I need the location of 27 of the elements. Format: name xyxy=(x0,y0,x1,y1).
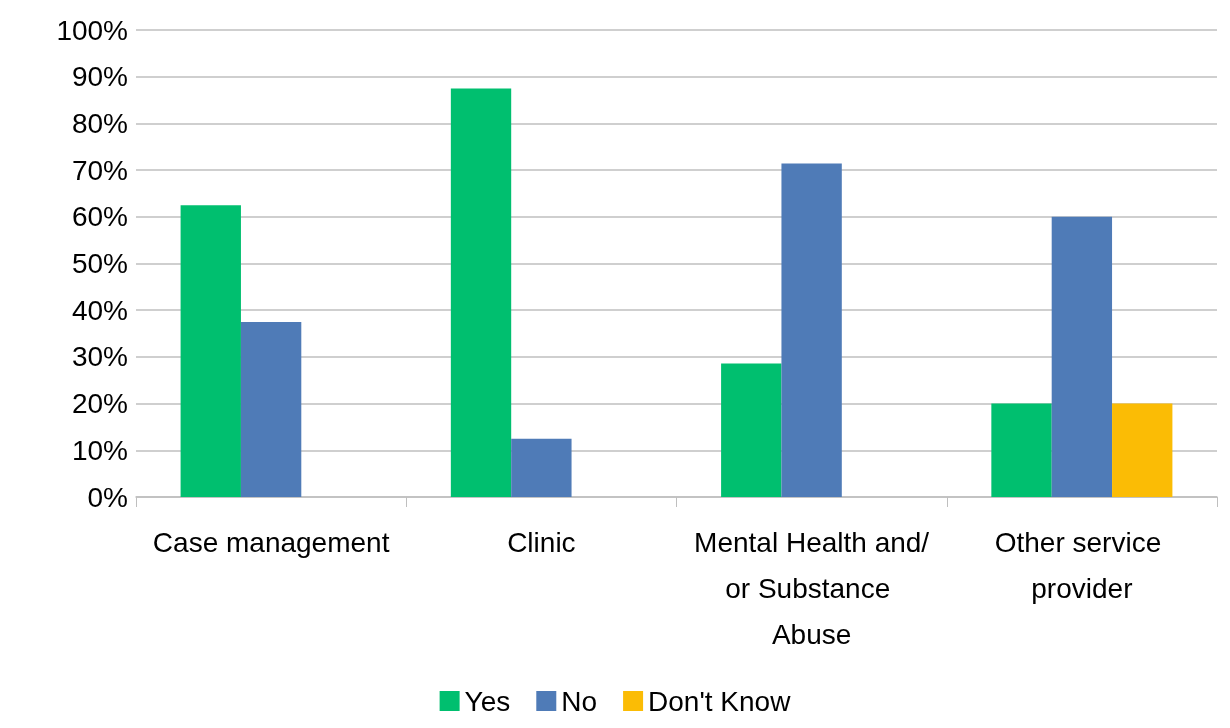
y-tick-label: 90% xyxy=(71,61,128,93)
y-tick-label: 80% xyxy=(71,107,128,139)
x-tick-label: Case management xyxy=(152,526,390,558)
bar xyxy=(450,88,512,497)
x-tick-label: Mental Health and/or Substance Abuse xyxy=(694,526,930,650)
y-tick-label: 40% xyxy=(71,294,128,326)
y-tick-label: 0% xyxy=(87,481,128,513)
y-tick-label: 70% xyxy=(71,154,128,186)
y-tick-label: 100% xyxy=(56,14,128,46)
bar xyxy=(1051,216,1113,497)
y-tick-label: 50% xyxy=(71,248,128,279)
bar xyxy=(1112,403,1173,497)
bar xyxy=(180,205,241,497)
y-tick-label: 20% xyxy=(71,388,128,420)
legend-label: Don't Know xyxy=(648,685,792,717)
legend-label: Yes xyxy=(464,685,511,717)
legend-label: No xyxy=(561,685,598,717)
bar xyxy=(511,438,572,497)
x-tick-label: Clinic xyxy=(507,526,576,558)
bar xyxy=(781,163,842,497)
y-tick-label: 30% xyxy=(71,341,128,373)
bar xyxy=(991,403,1052,497)
bar xyxy=(240,321,302,497)
x-tick-label: Other service provider xyxy=(994,526,1170,604)
bar xyxy=(721,363,782,497)
y-tick-label: 60% xyxy=(71,201,128,233)
y-tick-label: 10% xyxy=(71,434,128,466)
